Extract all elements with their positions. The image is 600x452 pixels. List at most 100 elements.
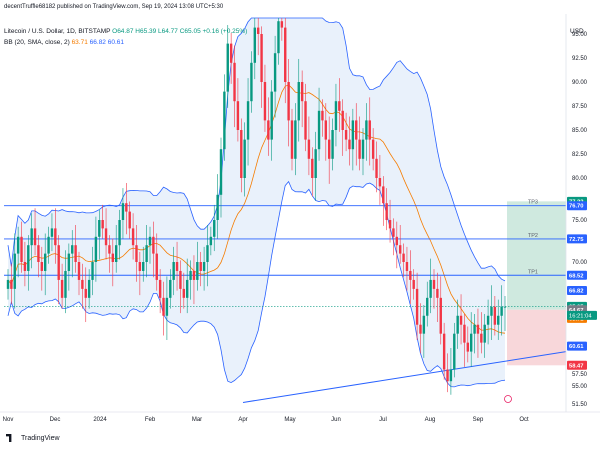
bb-band-fill <box>8 18 505 387</box>
candle-body <box>33 228 37 246</box>
candle-body <box>368 120 371 140</box>
currency-label: USD <box>570 28 584 35</box>
countdown-tag <box>567 310 597 320</box>
candle-body <box>223 91 226 150</box>
candle-body <box>219 149 223 195</box>
level-tp3-label: TP3 <box>528 200 538 206</box>
candle-body <box>91 262 94 280</box>
legend-bb-label: BB (20, SMA, close, 2) <box>4 39 70 46</box>
candle-body <box>23 262 27 271</box>
candle-body <box>135 245 138 262</box>
x-tick-label: Nov <box>3 417 14 423</box>
candle-body <box>419 324 422 334</box>
candle-body <box>233 62 236 102</box>
candle-body <box>297 82 300 121</box>
candle-body <box>182 288 186 298</box>
candle-body <box>446 369 449 382</box>
candle-body <box>27 245 30 271</box>
trendline <box>242 351 567 403</box>
legend-bb-upper: 66.82 <box>89 39 106 46</box>
candle-body <box>121 203 125 220</box>
price-chart[interactable]: TP3 TP2 TP1 95.00 92.50 90.00 87.50 85.00 82.50 8… <box>0 14 600 426</box>
price-tag-label: 58.47 <box>569 363 584 369</box>
candle-body <box>250 62 253 102</box>
chart-area[interactable]: TP3 TP2 TP1 95.00 92.50 90.00 87.50 85.00 82.50 8… <box>0 14 600 426</box>
y-tick-label: 92.50 <box>572 56 588 62</box>
x-tick-label: Mar <box>192 417 202 423</box>
candle-body <box>284 27 287 83</box>
y-tick-label: 75.00 <box>572 218 588 224</box>
candle-body <box>432 279 436 289</box>
candle-body <box>429 279 432 298</box>
candle-body <box>43 253 47 271</box>
candle-body <box>476 324 480 334</box>
candle-body <box>317 110 321 150</box>
candle-body <box>213 220 216 237</box>
candle-body <box>300 82 304 102</box>
candle-body <box>128 211 131 229</box>
candle-body <box>30 228 33 246</box>
candle-body <box>344 130 348 140</box>
candle-body <box>358 139 361 159</box>
candle-body <box>16 236 20 254</box>
candle-body <box>37 245 40 262</box>
price-tag-label: 68.52 <box>569 273 584 279</box>
legend-symbol: Litecoin / U.S. Dollar, 1D, BITSTAMP <box>4 28 111 35</box>
x-tick-label: May <box>284 417 295 423</box>
stop-zone <box>507 309 566 366</box>
candle-body <box>54 228 57 246</box>
target-zone <box>507 201 566 310</box>
candle-body <box>314 149 317 178</box>
x-tick-label: Sep <box>473 417 484 423</box>
candle-body <box>206 245 209 262</box>
x-tick-label: Jun <box>331 417 341 423</box>
candle-body <box>378 178 382 187</box>
candle-body <box>493 306 497 325</box>
legend-bb-lower: 60.61 <box>107 39 125 46</box>
level-tp1-label: TP1 <box>528 269 538 275</box>
candle-body <box>199 262 202 271</box>
candle-body <box>60 279 64 298</box>
candle-body <box>267 120 270 140</box>
candle-body <box>398 245 402 254</box>
candle-body <box>324 120 328 140</box>
candle-body <box>142 262 145 271</box>
candle-body <box>165 297 169 316</box>
candle-body <box>13 253 16 289</box>
x-tick-label: Feb <box>145 417 156 423</box>
footer: TradingView <box>0 430 600 452</box>
countdown-label: 16:21:04 <box>569 313 592 319</box>
candle-body <box>189 270 192 280</box>
candle-body <box>412 279 415 289</box>
price-tag <box>567 234 587 244</box>
candle-body <box>64 270 67 298</box>
tradingview-logo-icon <box>6 434 12 442</box>
candle-body <box>196 262 199 280</box>
x-tick-label: Dec <box>50 417 61 423</box>
candle-body <box>331 130 334 159</box>
legend-symbol-row: Litecoin / U.S. Dollar, 1D, BITSTAMP O64… <box>4 26 247 37</box>
y-tick-label: 82.50 <box>572 152 588 158</box>
candle-body <box>148 236 152 246</box>
candle-body <box>104 228 108 246</box>
candle-body <box>256 27 260 34</box>
y-tick-label: 90.00 <box>572 80 588 86</box>
candle-body <box>169 279 172 298</box>
candle-body <box>338 101 341 111</box>
candle-body <box>162 297 165 316</box>
candle-body <box>192 270 196 280</box>
candle-body <box>175 262 179 271</box>
price-tag-label: 64.67 <box>569 308 584 314</box>
candle-body <box>490 306 493 316</box>
brand-name: TradingView <box>21 434 60 442</box>
candle-body <box>497 315 500 325</box>
candle-body <box>118 220 121 246</box>
candle-body <box>469 333 473 352</box>
tradingview-logo[interactable]: TradingView <box>6 434 60 442</box>
event-marker-icon <box>504 395 512 403</box>
candle-body <box>375 158 378 178</box>
candle-body <box>294 120 297 159</box>
candle-body <box>503 306 507 308</box>
candle-body <box>202 262 206 271</box>
candle-body <box>277 21 280 54</box>
